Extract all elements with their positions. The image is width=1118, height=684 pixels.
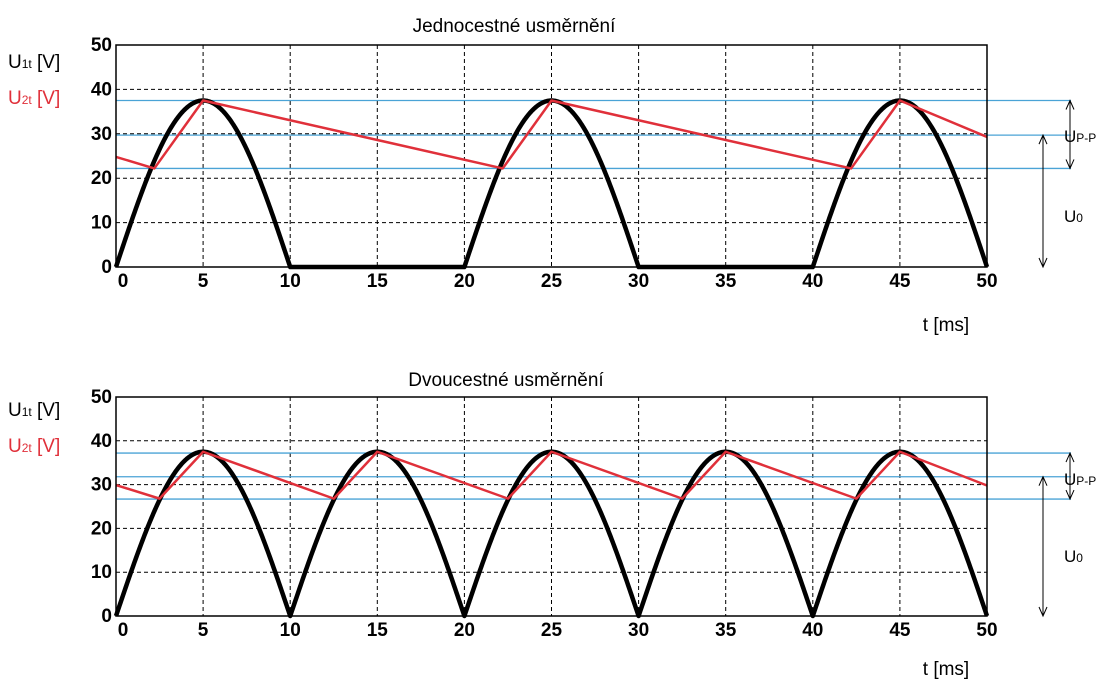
y-label-u2-main: U [8,88,22,109]
x-tick-label: 35 [715,620,737,641]
y-label-u1-main: U [8,52,22,73]
chart-title: Jednocestné usměrnění [413,16,617,37]
x-tick-label: 15 [367,620,389,641]
annotations: UP-P U0 [1039,453,1096,616]
plot-frame [116,397,987,616]
x-tick-label: 30 [628,620,649,641]
y-tick-label: 50 [91,387,112,408]
y-label-u2: U2t [V] [8,436,60,457]
y-label-u1: U1t [V] [8,52,60,73]
annotation-u0-sub: 0 [1076,551,1083,565]
y-tick-label: 20 [91,168,112,189]
x-tick-label: 10 [280,620,301,641]
annotation-u0-sub: 0 [1076,211,1083,225]
grid [116,397,987,616]
y-label-u2-main: U [8,436,22,457]
x-tick-label: 25 [541,620,563,641]
axes-box [116,397,987,616]
x-tick-label: 45 [889,271,911,292]
x-tick-label: 45 [889,620,911,641]
y-label-u2-unit: [V] [32,436,61,457]
plot-frame [116,45,987,267]
y-label-u2: U2t [V] [8,88,60,109]
y-tick-label: 50 [91,35,112,56]
annotation-upp: UP-P [1064,127,1096,146]
x-tick-labels: 0 5 10 15 20 25 30 35 40 45 50 [118,271,998,292]
x-tick-label: 0 [118,271,129,292]
x-tick-label: 25 [541,271,563,292]
y-tick-labels: 0 10 20 30 40 50 [91,387,112,627]
y-tick-label: 10 [91,213,112,234]
y-tick-label: 40 [91,431,112,452]
x-axis-label: t [ms] [923,659,969,680]
y-tick-label: 40 [91,79,112,100]
annotation-upp-sub: P-P [1076,131,1096,145]
x-tick-label: 0 [118,620,129,641]
half-wave-chart: Jednocestné usměrnění U1t [V] U2t [V] 0 5… [8,16,1096,336]
x-tick-label: 50 [976,620,997,641]
grid [116,45,987,267]
y-tick-labels: 0 10 20 30 40 50 [91,35,112,278]
x-tick-label: 15 [367,271,389,292]
y-tick-label: 30 [91,124,112,145]
x-tick-label: 5 [198,271,209,292]
x-tick-label: 5 [198,620,209,641]
chart-title: Dvoucestné usměrnění [408,370,604,391]
y-tick-label: 0 [101,257,112,278]
axes-box [116,45,987,267]
y-label-u1: U1t [V] [8,400,60,421]
full-wave-chart: Dvoucestné usměrnění U1t [V] U2t [V] 0 5 1… [8,370,1096,680]
annotations: UP-P U0 [1039,101,1096,268]
y-tick-label: 10 [91,562,112,583]
y-tick-label: 30 [91,475,112,496]
y-label-u1-main: U [8,400,22,421]
y-tick-label: 0 [101,606,112,627]
annotation-u0: U0 [1064,207,1083,226]
y-label-u2-unit: [V] [32,88,61,109]
annotation-u0-main: U [1064,207,1076,226]
annotation-u0: U0 [1064,547,1083,566]
x-axis-label: t [ms] [923,315,969,336]
x-tick-label: 30 [628,271,649,292]
x-tick-label: 10 [280,271,301,292]
annotation-upp: UP-P [1064,470,1096,489]
x-tick-label: 40 [802,620,823,641]
y-label-u1-unit: [V] [32,400,61,421]
x-tick-labels: 0 5 10 15 20 25 30 35 40 45 50 [118,620,998,641]
x-tick-label: 40 [802,271,823,292]
x-tick-label: 50 [976,271,997,292]
x-tick-label: 20 [454,271,475,292]
y-tick-label: 20 [91,518,112,539]
annotation-u0-main: U [1064,547,1076,566]
annotation-upp-sub: P-P [1076,474,1096,488]
x-tick-label: 35 [715,271,737,292]
y-label-u1-unit: [V] [32,52,61,73]
x-tick-label: 20 [454,620,475,641]
